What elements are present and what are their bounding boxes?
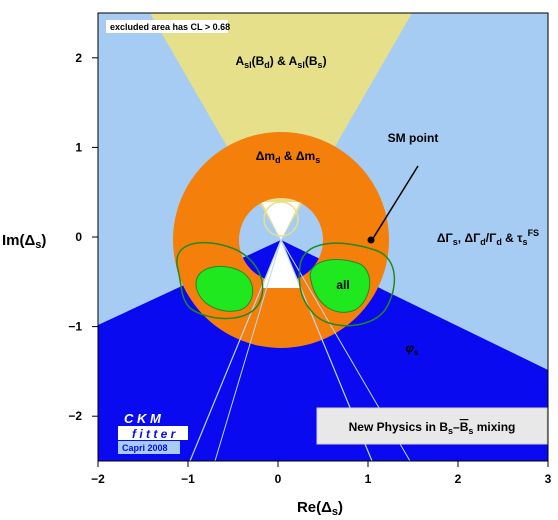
x-tick-label: 1 [365,472,372,486]
green-contour-right [298,242,396,327]
note-box [106,20,228,33]
y-tick-label: 0 [75,230,82,244]
x-axis-label: Re(Δs) [297,499,343,518]
note-text: excluded area has CL > 0.68 [110,22,230,32]
ckm-logo-line3: Capri 2008 [122,443,168,453]
y-tick-label: 1 [75,140,82,154]
all-label: all [336,278,349,292]
np-label: New Physics in Bs–Bs mixing [349,420,516,436]
y-tick-label: −1 [68,320,82,334]
guide-line-1 [189,239,282,461]
green-region-right [309,259,371,313]
asl-label: Asl(Bd) & Asl(Bs) [235,54,326,70]
green-contour-left [176,241,264,320]
inner-white-top [262,202,300,240]
inner-yellow-contour [263,201,299,237]
sm-pointer-line [371,165,419,241]
x-tick-label: 0 [275,472,282,486]
dm-label: Δmd & Δms [256,149,320,165]
y-axis-label: Im(Δs) [2,232,46,251]
x-tick-label: −1 [181,472,195,486]
y-tick-label: 2 [75,51,82,65]
x-tick-label: 2 [455,472,462,486]
sm-point-label: SM point [388,131,439,145]
phis-label: φs [406,341,419,357]
green-region-left [195,265,254,312]
y-tick-label: −2 [68,409,82,423]
ckmfitter-logo: C K M f i t t e r Capri 2008 [118,411,188,454]
y-axis: 2 1 0 −1 −2 [68,51,98,423]
ckm-logo-bar [118,426,188,440]
ckm-logo-line2: f i t t e r [132,427,177,441]
x-tick-label: −2 [91,472,105,486]
sm-point-marker [367,236,375,244]
x-tick-label: 3 [545,472,552,486]
guide-line-3 [214,239,282,461]
ckm-logo-sub [118,441,180,454]
plot-area: Asl(Bd) & Asl(Bs) Δmd & Δms SM point ΔΓs… [98,13,548,461]
inner-white-bottom [262,240,300,288]
asl-cone-top [150,13,412,240]
x-axis: −2 −1 0 1 2 3 [91,461,552,486]
np-box [316,407,548,445]
ckm-logo-line1: C K M [124,411,162,426]
dgamma-label: ΔΓs, ΔΓd/Γd & τsFS [437,228,539,247]
